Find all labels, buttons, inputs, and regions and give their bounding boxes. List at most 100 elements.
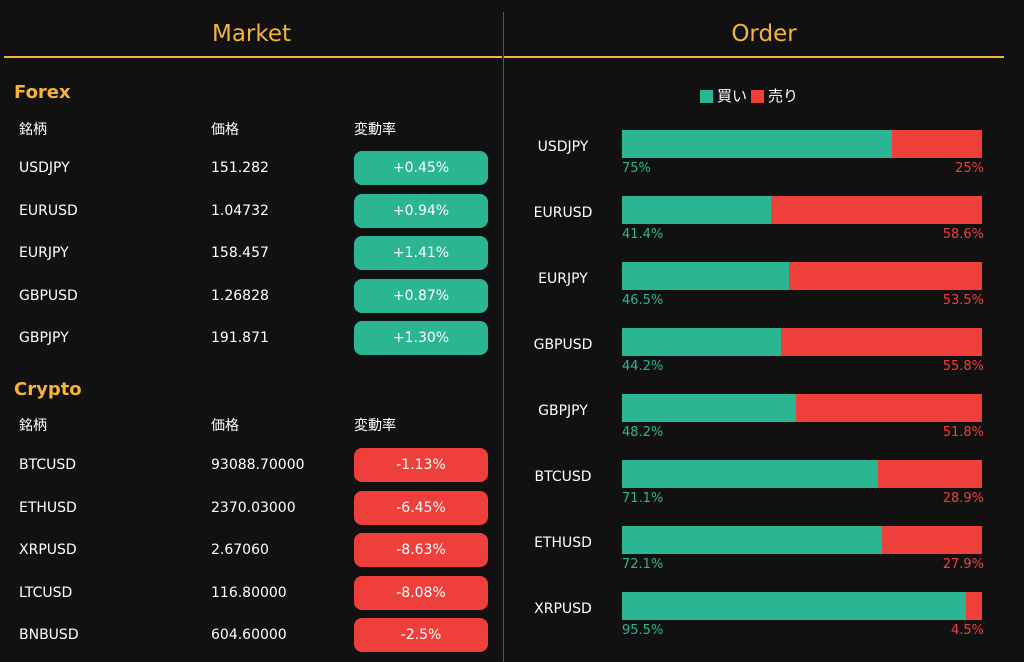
- sell-percentage: 58.6%: [942, 227, 984, 242]
- buy-sell-ratio-bar: [622, 460, 982, 488]
- order-panel: Order 買い 売り USDJPY 75% 25% EURUSD 41.4% 58.6%…: [504, 0, 1024, 662]
- order-symbol: GBPUSD: [533, 337, 593, 353]
- table-row[interactable]: EURUSD 1.04732 +0.94%: [0, 193, 500, 228]
- order-row: USDJPY 75% 25%: [504, 130, 1004, 190]
- forex-header-symbol: 銘柄: [19, 122, 47, 138]
- table-row[interactable]: XRPUSD 2.67060 -8.63%: [0, 533, 500, 567]
- market-title-rule: [4, 56, 502, 58]
- table-row[interactable]: LTCUSD 116.80000 -8.08%: [0, 575, 500, 610]
- price-cell: 151.282: [211, 160, 269, 176]
- order-title: Order: [731, 21, 797, 47]
- change-badge: -1.13%: [354, 448, 488, 482]
- symbol-cell: LTCUSD: [19, 584, 73, 601]
- buy-sell-ratio-bar: [622, 196, 982, 224]
- buy-percentage: 75%: [622, 161, 651, 176]
- order-row: EURUSD 41.4% 58.6%: [504, 196, 1004, 256]
- buy-legend-label: 買い: [717, 87, 748, 105]
- buy-bar-segment: [622, 262, 790, 290]
- change-badge: +1.41%: [354, 236, 488, 270]
- crypto-section-title: Crypto: [14, 379, 82, 400]
- order-symbol: EURUSD: [533, 205, 593, 221]
- order-row: ETHUSD 72.1% 27.9%: [504, 526, 1004, 586]
- buy-percentage: 95.5%: [622, 623, 664, 638]
- symbol-cell: EURJPY: [19, 245, 69, 261]
- sell-legend-swatch: [751, 89, 765, 103]
- order-symbol: XRPUSD: [534, 601, 592, 617]
- table-row[interactable]: GBPUSD 1.26828 +0.87%: [0, 278, 500, 313]
- buy-legend-swatch: [700, 89, 713, 103]
- change-badge: -2.5%: [354, 618, 488, 652]
- buy-bar-segment: [622, 526, 882, 554]
- buy-bar-segment: [622, 460, 878, 488]
- buy-sell-ratio-bar: [622, 394, 982, 422]
- change-badge: -8.08%: [354, 575, 488, 610]
- buy-percentage: 41.4%: [622, 227, 664, 242]
- buy-sell-ratio-bar: [622, 328, 982, 356]
- price-cell: 116.80000: [211, 584, 287, 601]
- market-title: Market: [211, 21, 292, 47]
- sell-percentage: 53.5%: [942, 293, 984, 308]
- order-row: BTCUSD 71.1% 28.9%: [504, 460, 1004, 520]
- sell-percentage: 28.9%: [942, 491, 984, 506]
- forex-header-change: 変動率: [354, 122, 396, 138]
- order-row: GBPUSD 44.2% 55.8%: [504, 328, 1004, 388]
- buy-percentage: 44.2%: [622, 359, 664, 374]
- symbol-cell: EURUSD: [19, 202, 78, 219]
- table-row[interactable]: EURJPY 158.457 +1.41%: [0, 236, 500, 270]
- symbol-cell: BNBUSD: [19, 627, 79, 643]
- order-title-rule: [504, 56, 1004, 58]
- panel-divider: [503, 12, 504, 662]
- change-badge: +0.45%: [354, 151, 488, 185]
- sell-bar-segment: [881, 526, 982, 554]
- crypto-header-change: 変動率: [354, 418, 396, 434]
- sell-bar-segment: [795, 394, 982, 422]
- buy-percentage: 46.5%: [622, 293, 664, 308]
- buy-percentage: 48.2%: [622, 425, 664, 440]
- symbol-cell: ETHUSD: [19, 499, 77, 516]
- forex-header-price: 価格: [211, 122, 239, 138]
- order-row: GBPJPY 48.2% 51.8%: [504, 394, 1004, 454]
- buy-sell-ratio-bar: [622, 262, 982, 290]
- table-row[interactable]: BTCUSD 93088.70000 -1.13%: [0, 448, 500, 482]
- symbol-cell: XRPUSD: [19, 542, 77, 558]
- sell-bar-segment: [892, 130, 982, 158]
- sell-percentage: 55.8%: [942, 359, 984, 374]
- table-row[interactable]: BNBUSD 604.60000 -2.5%: [0, 618, 500, 652]
- price-cell: 191.871: [211, 330, 269, 346]
- sell-bar-segment: [965, 592, 982, 620]
- buy-bar-segment: [622, 196, 772, 224]
- change-badge: -8.63%: [354, 533, 488, 567]
- buy-sell-ratio-bar: [622, 130, 982, 158]
- crypto-header-symbol: 銘柄: [19, 418, 47, 434]
- order-symbol: GBPJPY: [538, 403, 588, 419]
- table-row[interactable]: ETHUSD 2370.03000 -6.45%: [0, 490, 500, 525]
- table-row[interactable]: USDJPY 151.282 +0.45%: [0, 151, 500, 185]
- order-row: XRPUSD 95.5% 4.5%: [504, 592, 1004, 652]
- sell-bar-segment: [877, 460, 982, 488]
- table-row[interactable]: GBPJPY 191.871 +1.30%: [0, 321, 500, 355]
- price-cell: 604.60000: [211, 627, 287, 643]
- order-legend: 買い 売り: [700, 86, 802, 106]
- market-panel: Market Forex 銘柄 価格 変動率 USDJPY 151.282 +0.4…: [0, 0, 503, 662]
- buy-sell-ratio-bar: [622, 526, 982, 554]
- buy-sell-ratio-bar: [622, 592, 982, 620]
- forex-section-title: Forex: [14, 82, 71, 103]
- buy-bar-segment: [622, 394, 796, 422]
- order-symbol: EURJPY: [538, 271, 588, 287]
- order-symbol: BTCUSD: [534, 469, 592, 485]
- buy-percentage: 71.1%: [622, 491, 664, 506]
- symbol-cell: USDJPY: [19, 160, 70, 176]
- price-cell: 2370.03000: [211, 499, 296, 516]
- buy-bar-segment: [622, 592, 966, 620]
- symbol-cell: BTCUSD: [19, 457, 77, 473]
- crypto-header-price: 価格: [211, 418, 239, 434]
- buy-bar-segment: [622, 130, 892, 158]
- change-badge: +1.30%: [354, 321, 488, 355]
- sell-bar-segment: [789, 262, 982, 290]
- price-cell: 1.04732: [211, 202, 269, 219]
- sell-bar-segment: [771, 196, 982, 224]
- price-cell: 1.26828: [211, 287, 269, 304]
- sell-percentage: 27.9%: [942, 557, 984, 572]
- symbol-cell: GBPJPY: [19, 330, 69, 346]
- sell-legend-label: 売り: [768, 87, 799, 105]
